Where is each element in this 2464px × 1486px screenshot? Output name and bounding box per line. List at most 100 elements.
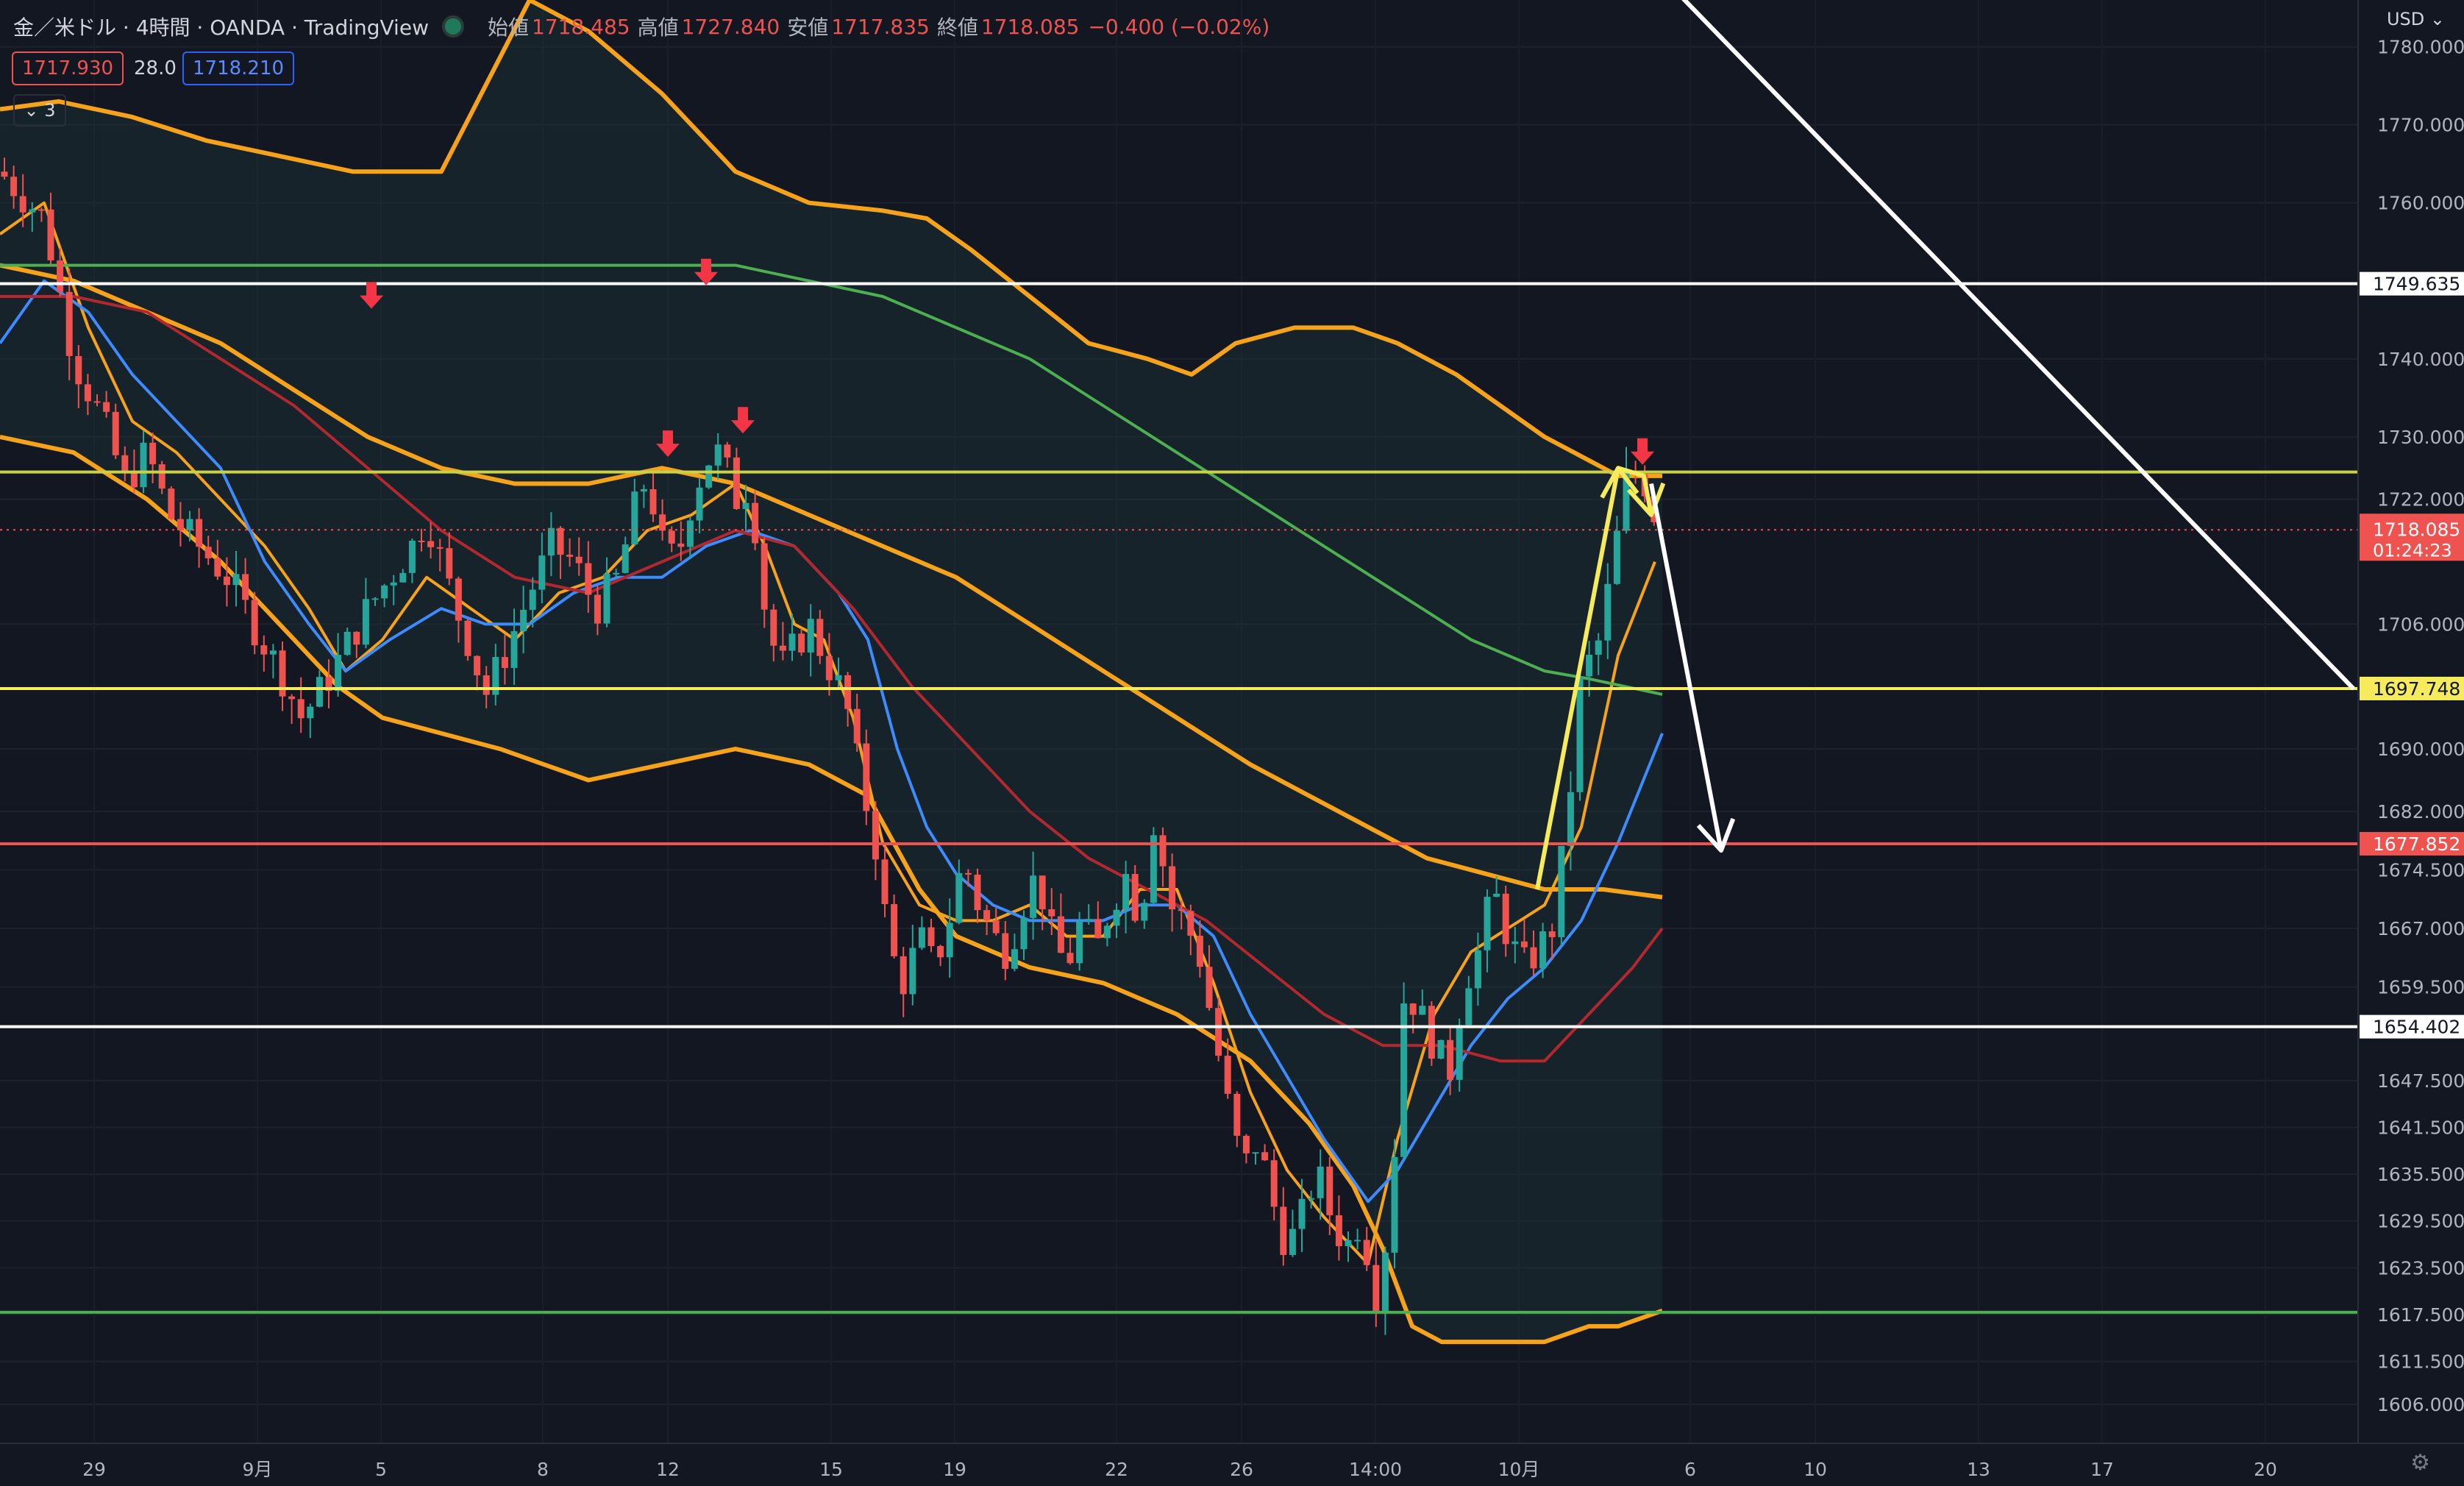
currency-label: USD [2386, 9, 2425, 29]
market-status-icon [441, 15, 464, 38]
time-axis[interactable]: 29 9月 5 8 12 15 19 22 26 14:00 10月 6 10 13 17 20 [82, 1459, 2277, 1480]
close-label: 終値 [936, 15, 978, 40]
price-tick-label: 1706.000 [2377, 614, 2464, 635]
candle-body [1289, 1229, 1296, 1255]
candle-body [371, 598, 379, 600]
symbol-title[interactable]: 金／米ドル · 4時間 · OANDA · TradingView [13, 15, 429, 40]
candle-body [168, 488, 175, 519]
horizontal-lines[interactable] [0, 282, 2358, 1314]
candle-body [1326, 1166, 1334, 1215]
candle-body [464, 620, 471, 656]
candle-body [343, 631, 351, 655]
price-tick-label: 1641.500 [2377, 1117, 2464, 1138]
candle-body [1206, 967, 1213, 1009]
close-value: 1718.085 [980, 14, 1080, 39]
candle-body [1520, 941, 1528, 948]
candle-body [668, 530, 675, 544]
trend-line [1681, 0, 2356, 691]
candle-body [761, 543, 768, 610]
gear-icon[interactable]: ⚙ [2410, 1450, 2430, 1476]
candle-body [1178, 909, 1185, 911]
candle-body [390, 582, 397, 586]
price-tick-label: 1667.000 [2377, 918, 2464, 939]
candle-body [659, 514, 666, 531]
candle-body [779, 645, 786, 651]
candle-body [1308, 1198, 1315, 1200]
currency-selector[interactable]: USD ⌄ [2386, 9, 2445, 29]
indicator-collapse-button[interactable]: ⌄ 3 [13, 94, 66, 127]
candle-body [992, 920, 1000, 934]
candle-body [1419, 1006, 1426, 1015]
candle-body [436, 547, 444, 549]
price-tick-label: 1780.000 [2377, 37, 2464, 58]
arrow-head-icon [1696, 817, 1736, 853]
candle-body [93, 401, 101, 403]
price-tick-label: 1730.000 [2377, 427, 2464, 448]
price-axis[interactable]: 1780.000 1770.000 1760.000 1740.000 1730.000… [2377, 37, 2464, 1415]
candle-body [1076, 921, 1083, 964]
candle-body [900, 956, 907, 995]
price-tick-label: 1611.500 [2377, 1351, 2464, 1373]
candle-body [1298, 1198, 1306, 1229]
horizontal-line-price-tag [2360, 1014, 2464, 1039]
candle-body [1354, 1240, 1361, 1242]
open-label: 始値 [487, 15, 529, 40]
candle-body [140, 442, 147, 488]
candle-body [75, 356, 82, 385]
candle-body [288, 696, 296, 700]
time-tick-label: 26 [1230, 1459, 1253, 1480]
candle-body [474, 655, 481, 676]
candle-body [770, 609, 777, 646]
candle-body [1233, 1093, 1241, 1136]
candle-body [1187, 911, 1194, 936]
candle-body [1428, 1006, 1435, 1059]
candle-body [307, 706, 314, 719]
symbol-legend[interactable]: 金／米ドル · 4時間 · OANDA · TradingView 始値 1718… [13, 10, 1270, 43]
candle-body [1094, 919, 1102, 939]
horizontal-line-price-label: 1697.748 [2373, 678, 2460, 700]
candles [1, 157, 1658, 1335]
time-tick-label: 15 [819, 1459, 843, 1480]
candle-body [1567, 792, 1574, 846]
candle-body [204, 547, 212, 558]
price-axis-bg[interactable] [2358, 0, 2464, 1443]
candle-body [335, 655, 342, 692]
candle-body [798, 633, 805, 653]
chart-grid [0, 46, 2358, 1405]
candle-body [1493, 893, 1500, 897]
drawings[interactable] [360, 0, 2356, 890]
candle-body [260, 645, 268, 655]
candle-body [1335, 1215, 1342, 1246]
price-tick-label: 1770.000 [2377, 115, 2464, 136]
candle-body [835, 675, 842, 680]
time-tick-label: 8 [537, 1459, 549, 1480]
candle-body [1215, 1008, 1222, 1056]
chevron-down-icon: ⌄ [24, 100, 39, 121]
time-tick-label: 10 [1804, 1459, 1827, 1480]
candle-body [1150, 835, 1157, 903]
candle-body [937, 945, 944, 958]
last-price-tag [2360, 513, 2464, 561]
sell-price-button[interactable]: 1717.930 [12, 51, 124, 85]
time-tick-label: 29 [82, 1459, 106, 1480]
buy-price-button[interactable]: 1718.210 [182, 51, 295, 85]
candle-body [529, 589, 536, 611]
candle-body [510, 631, 518, 669]
candle-body [891, 903, 898, 956]
candle-body [1196, 935, 1203, 967]
candle-body [47, 209, 54, 260]
candle-body [84, 384, 91, 402]
price-tick-label: 1629.500 [2377, 1211, 2464, 1232]
candle-body [251, 600, 258, 646]
candle-body [223, 576, 230, 586]
time-tick-label: 12 [656, 1459, 680, 1480]
candle-body [807, 619, 814, 653]
candle-body [788, 633, 796, 651]
candle-body [1103, 925, 1111, 939]
time-tick-label: 5 [375, 1459, 387, 1480]
candle-body [1002, 933, 1009, 969]
candle-body [844, 675, 852, 709]
candle-body [853, 708, 861, 744]
candle-body [381, 585, 388, 599]
